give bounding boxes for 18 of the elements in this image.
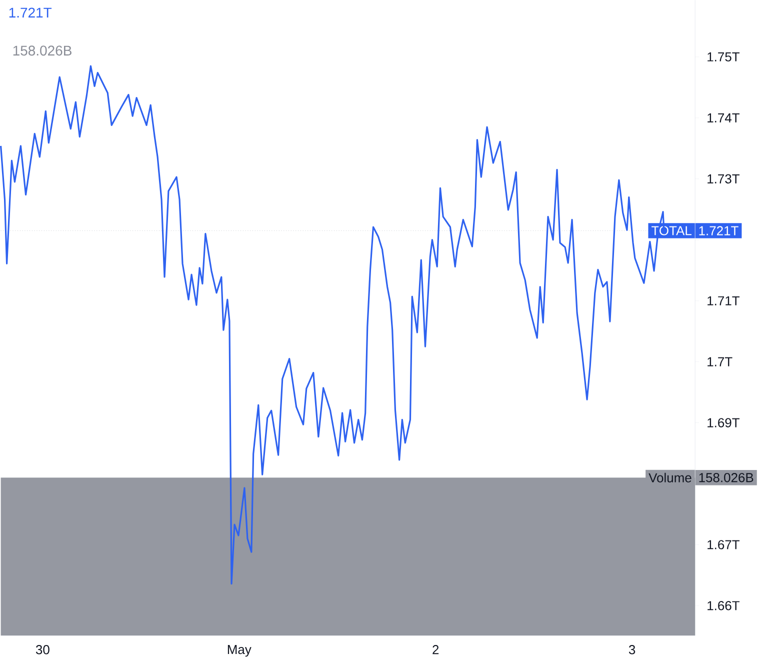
y-tick-label: 1.67T [708,540,740,550]
x-tick-label: 3 [628,645,636,654]
annotation: 158.026B [13,46,72,56]
text: 1.721T [699,226,738,236]
y-tick-label: 1.75T [708,52,740,62]
band-label: Volume [648,473,692,483]
ref-line-label: TOTAL [652,226,692,236]
x-tick-label: 30 [36,645,50,654]
y-tick-label: 1.73T [708,174,740,184]
annotation: 1.721T [9,8,52,18]
y-tick-label: 1.66T [708,601,740,610]
y-tick-label: 1.71T [708,296,740,306]
y-tick-label: 1.69T [708,418,740,428]
x-tick-label: May [228,645,252,657]
y-tick-label: 1.74T [708,114,740,123]
x-tick-label: 2 [432,645,439,654]
text: 158.026B [699,473,754,482]
y-tick-label: 1.7T [708,358,732,366]
